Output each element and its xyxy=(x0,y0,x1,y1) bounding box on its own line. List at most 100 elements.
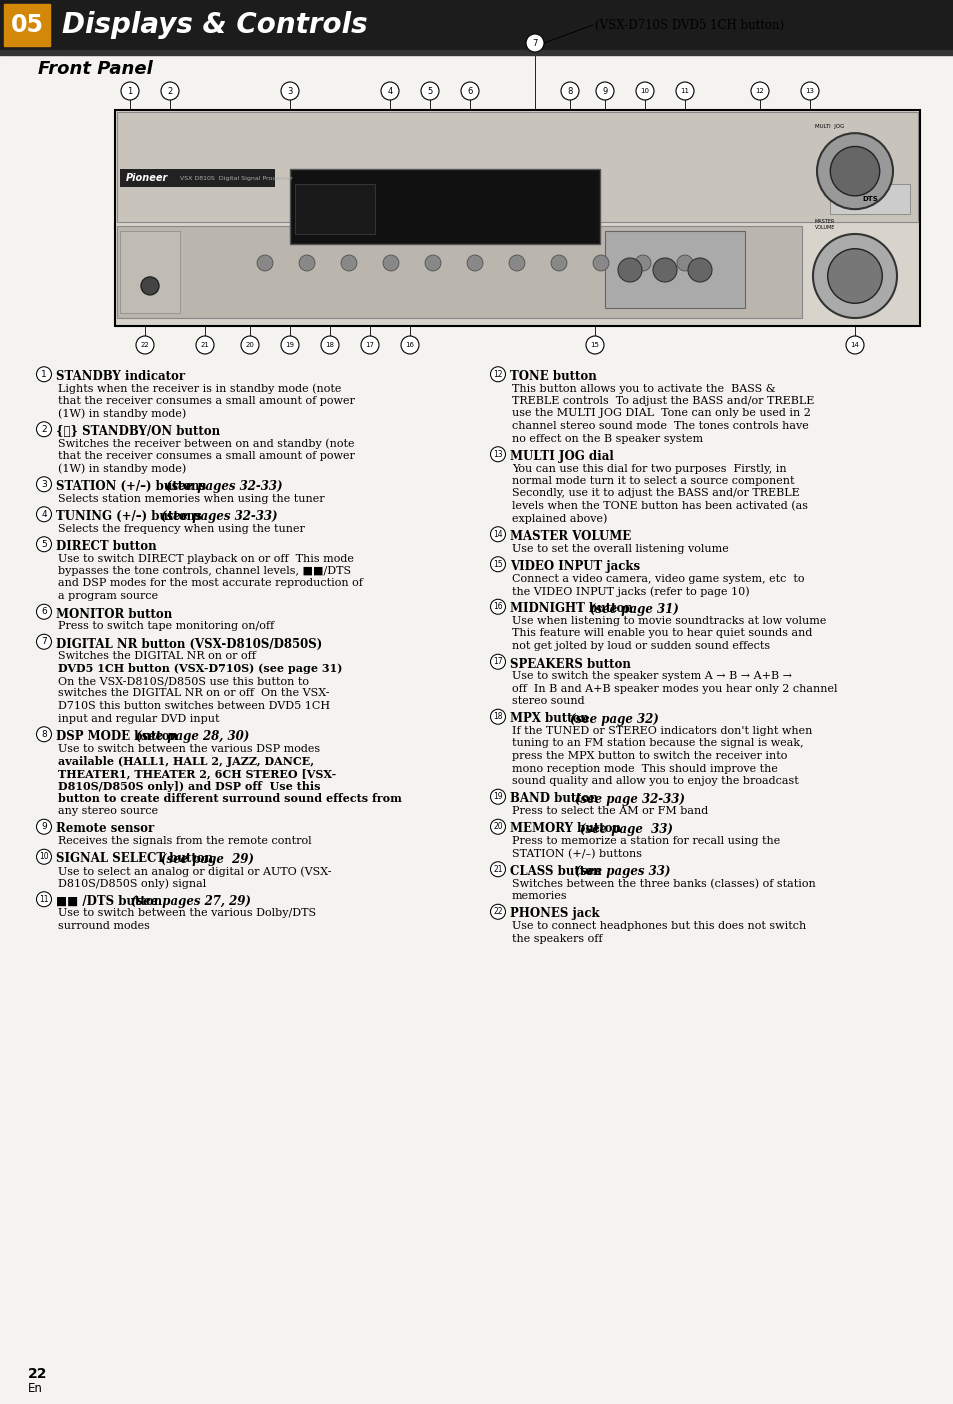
Circle shape xyxy=(636,81,654,100)
Circle shape xyxy=(121,81,139,100)
Text: MASTER VOLUME: MASTER VOLUME xyxy=(510,529,631,543)
Circle shape xyxy=(618,258,641,282)
Text: Use to switch between the various DSP modes: Use to switch between the various DSP mo… xyxy=(58,744,320,754)
Text: CLASS button: CLASS button xyxy=(510,865,605,878)
Text: VIDEO INPUT jacks: VIDEO INPUT jacks xyxy=(510,560,639,573)
Text: 19: 19 xyxy=(285,343,294,348)
Text: 7: 7 xyxy=(532,38,537,48)
Text: surround modes: surround modes xyxy=(58,921,150,931)
Circle shape xyxy=(652,258,677,282)
Text: press the MPX button to switch the receiver into: press the MPX button to switch the recei… xyxy=(512,751,786,761)
Text: BAND button: BAND button xyxy=(510,792,605,806)
Circle shape xyxy=(36,849,51,865)
Circle shape xyxy=(141,277,159,295)
Text: Press to memorize a station for recall using the: Press to memorize a station for recall u… xyxy=(512,835,780,847)
Circle shape xyxy=(490,557,505,571)
Text: input and regular DVD input: input and regular DVD input xyxy=(58,713,219,723)
Text: 3: 3 xyxy=(287,87,293,95)
Text: DIRECT button: DIRECT button xyxy=(56,541,156,553)
Text: bypasses the tone controls, channel levels, ■■/DTS: bypasses the tone controls, channel leve… xyxy=(58,566,351,576)
Text: 22: 22 xyxy=(493,907,502,917)
Text: STATION (+/–) buttons: STATION (+/–) buttons xyxy=(56,480,210,493)
Text: mono reception mode  This should improve the: mono reception mode This should improve … xyxy=(512,764,777,774)
Circle shape xyxy=(340,256,356,271)
Circle shape xyxy=(241,336,258,354)
Circle shape xyxy=(298,256,314,271)
Circle shape xyxy=(281,336,298,354)
Text: MULTI  JOG: MULTI JOG xyxy=(814,124,843,129)
Text: SPEAKERS button: SPEAKERS button xyxy=(510,657,630,671)
Text: 10: 10 xyxy=(39,852,49,861)
Circle shape xyxy=(380,81,398,100)
Text: (1W) in standby mode): (1W) in standby mode) xyxy=(58,409,186,418)
Circle shape xyxy=(420,81,438,100)
Text: stereo sound: stereo sound xyxy=(512,696,584,706)
Circle shape xyxy=(596,81,614,100)
Text: 20: 20 xyxy=(245,343,254,348)
Text: Receives the signals from the remote control: Receives the signals from the remote con… xyxy=(58,835,312,847)
Circle shape xyxy=(460,81,478,100)
Circle shape xyxy=(593,256,608,271)
Circle shape xyxy=(816,133,892,209)
Text: Switches between the three banks (classes) of station: Switches between the three banks (classe… xyxy=(512,879,815,889)
Text: Use to connect headphones but this does not switch: Use to connect headphones but this does … xyxy=(512,921,805,931)
Text: VSX D810S  Digital Signal Processor: VSX D810S Digital Signal Processor xyxy=(180,176,293,181)
Text: (see page 28, 30): (see page 28, 30) xyxy=(136,730,249,743)
Text: Selects station memories when using the tuner: Selects station memories when using the … xyxy=(58,493,324,504)
Circle shape xyxy=(36,604,51,619)
Text: no effect on the B speaker system: no effect on the B speaker system xyxy=(512,434,702,444)
Circle shape xyxy=(490,526,505,542)
Text: Use to switch DIRECT playback on or off  This mode: Use to switch DIRECT playback on or off … xyxy=(58,553,354,563)
Circle shape xyxy=(676,81,693,100)
Text: and DSP modes for the most accurate reproduction of: and DSP modes for the most accurate repr… xyxy=(58,578,362,588)
Text: (see page  33): (see page 33) xyxy=(579,823,672,835)
Text: TUNING (+/–) buttons: TUNING (+/–) buttons xyxy=(56,510,206,524)
Circle shape xyxy=(585,336,603,354)
Circle shape xyxy=(845,336,863,354)
Text: 13: 13 xyxy=(493,449,502,459)
Text: available (HALL1, HALL 2, JAZZ, DANCE,: available (HALL1, HALL 2, JAZZ, DANCE, xyxy=(58,755,314,767)
Text: Remote sensor: Remote sensor xyxy=(56,823,154,835)
Bar xyxy=(290,168,599,244)
Circle shape xyxy=(490,600,505,615)
Text: On the VSX-D810S/D850S use this button to: On the VSX-D810S/D850S use this button t… xyxy=(58,675,309,687)
Text: the speakers off: the speakers off xyxy=(512,934,602,943)
Text: Connect a video camera, video game system, etc  to: Connect a video camera, video game syste… xyxy=(512,573,803,584)
Text: Use to set the overall listening volume: Use to set the overall listening volume xyxy=(512,543,728,553)
Text: not get jolted by loud or sudden sound effects: not get jolted by loud or sudden sound e… xyxy=(512,642,769,651)
Text: MIDNIGHT button: MIDNIGHT button xyxy=(510,602,637,615)
Text: 19: 19 xyxy=(493,792,502,802)
Circle shape xyxy=(750,81,768,100)
Circle shape xyxy=(36,477,51,491)
Text: You can use this dial for two purposes  Firstly, in: You can use this dial for two purposes F… xyxy=(512,463,786,473)
Text: Press to switch tape monitoring on/off: Press to switch tape monitoring on/off xyxy=(58,621,274,630)
Text: Secondly, use it to adjust the BASS and/or TREBLE: Secondly, use it to adjust the BASS and/… xyxy=(512,489,799,498)
Bar xyxy=(604,232,744,307)
Circle shape xyxy=(195,336,213,354)
Text: 1: 1 xyxy=(128,87,132,95)
Text: levels when the TONE button has been activated (as: levels when the TONE button has been act… xyxy=(512,501,807,511)
Text: D810S/D850S only) signal: D810S/D850S only) signal xyxy=(58,879,206,889)
Text: MONITOR button: MONITOR button xyxy=(56,608,172,621)
Text: 8: 8 xyxy=(567,87,572,95)
Text: Use when listening to movie soundtracks at low volume: Use when listening to movie soundtracks … xyxy=(512,616,825,626)
Text: 15: 15 xyxy=(590,343,598,348)
Bar xyxy=(0,51,953,55)
Text: (see pages 32-33): (see pages 32-33) xyxy=(161,510,277,524)
Text: 11: 11 xyxy=(679,88,689,94)
Text: DIGITAL NR button (VSX-D810S/D850S): DIGITAL NR button (VSX-D810S/D850S) xyxy=(56,637,322,650)
Text: Use to switch the speaker system A → B → A+B →: Use to switch the speaker system A → B →… xyxy=(512,671,791,681)
Text: Lights when the receiver is in standby mode (note: Lights when the receiver is in standby m… xyxy=(58,383,341,395)
Bar xyxy=(294,184,375,234)
Circle shape xyxy=(812,234,896,317)
Text: (see pages 27, 29): (see pages 27, 29) xyxy=(131,894,251,908)
Circle shape xyxy=(490,789,505,804)
Circle shape xyxy=(490,862,505,876)
Circle shape xyxy=(490,446,505,462)
Text: Pioneer: Pioneer xyxy=(126,173,168,184)
Circle shape xyxy=(490,820,505,834)
Bar xyxy=(120,232,180,313)
Text: DTS: DTS xyxy=(862,197,877,202)
Text: 2: 2 xyxy=(41,425,47,434)
Text: (see page 32): (see page 32) xyxy=(569,712,659,726)
